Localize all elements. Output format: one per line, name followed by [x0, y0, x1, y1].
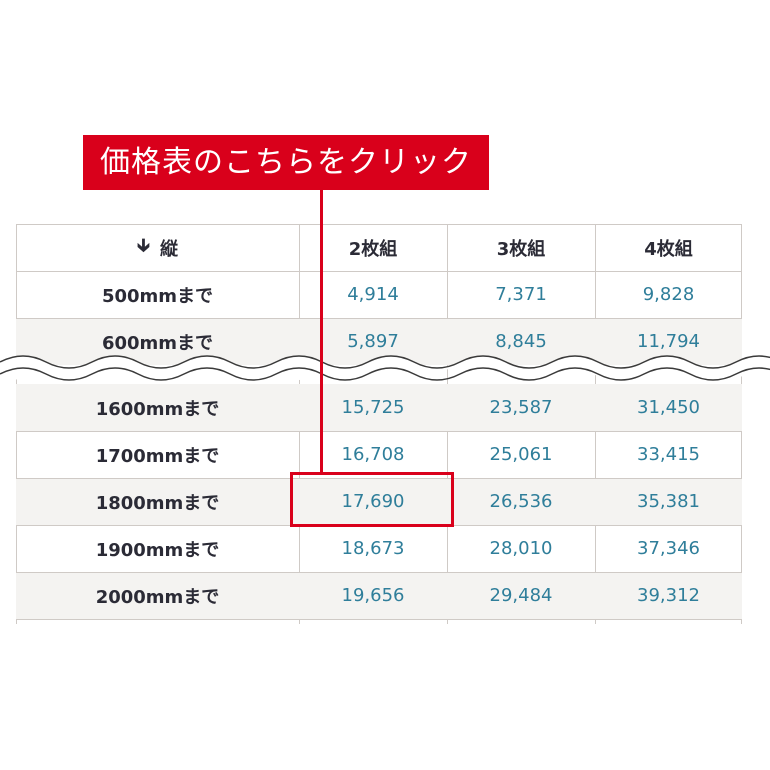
- price-cell[interactable]: 26,536: [489, 491, 553, 512]
- table-row: 500mmまで 4,914 7,371 9,828: [16, 271, 742, 318]
- row-size: 600mmまで: [101, 332, 214, 354]
- grid-line: [16, 572, 742, 573]
- price-cell[interactable]: 28,010: [489, 538, 553, 559]
- grid-line: [16, 431, 742, 432]
- grid-line: [16, 224, 742, 225]
- price-cell[interactable]: 23,587: [489, 397, 553, 418]
- grid-line: [16, 478, 742, 479]
- row-size: 1600mmまで: [95, 398, 220, 420]
- price-cell[interactable]: 16,708: [341, 444, 405, 465]
- price-cell[interactable]: 7,371: [495, 284, 547, 305]
- header-height: 🡳 縦: [16, 224, 299, 271]
- table-row: 1800mmまで 17,690 26,536 35,381: [16, 478, 742, 525]
- row-size: 1700mmまで: [95, 445, 220, 467]
- price-cell[interactable]: 19,656: [341, 585, 405, 606]
- price-cell[interactable]: 25,061: [489, 444, 553, 465]
- table-row: 1700mmまで 16,708 25,061 33,415: [16, 431, 742, 478]
- table-break-wave: [0, 355, 770, 381]
- row-size: 1900mmまで: [95, 539, 220, 561]
- price-cell[interactable]: 5,897: [347, 331, 399, 352]
- table-row: 1600mmまで 15,725 23,587 31,450: [16, 384, 742, 431]
- header-height-label: 縦: [159, 238, 178, 260]
- price-cell[interactable]: 31,450: [637, 397, 700, 418]
- header-col3: 4枚組: [644, 238, 693, 260]
- price-cell[interactable]: 18,673: [341, 538, 405, 559]
- callout-leader-line: [320, 190, 323, 472]
- price-cell[interactable]: 15,725: [341, 397, 405, 418]
- table-row: 600mmまで 5,897 8,845 11,794: [16, 318, 742, 365]
- price-cell[interactable]: 11,794: [637, 331, 700, 352]
- header-col2: 3枚組: [496, 238, 546, 260]
- price-cell[interactable]: 17,690: [341, 491, 405, 512]
- grid-line: [16, 318, 742, 319]
- price-cell[interactable]: 33,415: [637, 444, 700, 465]
- row-size: 2000mmまで: [95, 586, 220, 608]
- grid-line: [16, 271, 742, 272]
- table-row: 1900mmまで 18,673 28,010 37,346: [16, 525, 742, 572]
- grid-line: [16, 619, 742, 620]
- price-cell[interactable]: 29,484: [489, 585, 553, 606]
- price-cell[interactable]: 9,828: [642, 284, 695, 305]
- header-col1: 2枚組: [348, 238, 398, 260]
- table-row: 2000mmまで 19,656 29,484 39,312: [16, 572, 742, 619]
- row-size: 500mmまで: [101, 285, 214, 307]
- price-cell[interactable]: 8,845: [495, 331, 547, 352]
- row-size: 1800mmまで: [95, 492, 220, 514]
- callout-banner: 価格表のこちらをクリック: [83, 135, 489, 190]
- highlight-box: [290, 472, 454, 527]
- arrow-down-icon: 🡳: [137, 234, 150, 256]
- table-header: 🡳 縦 2枚組 3枚組 4枚組: [16, 224, 742, 271]
- price-cell[interactable]: 35,381: [637, 491, 700, 512]
- price-cell[interactable]: 37,346: [637, 538, 700, 559]
- price-cell[interactable]: 39,312: [637, 585, 700, 606]
- price-cell[interactable]: 4,914: [347, 284, 399, 305]
